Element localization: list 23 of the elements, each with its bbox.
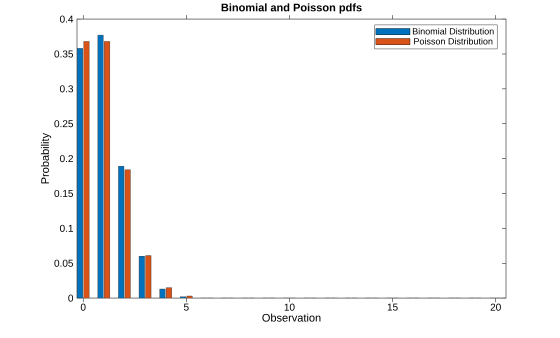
bar <box>98 35 104 298</box>
y-tick-label: 0.4 <box>60 16 74 23</box>
y-tick-label: 0.05 <box>54 260 74 267</box>
bar <box>77 48 83 298</box>
x-tick-label: 20 <box>490 304 501 311</box>
x-tick-label: 0 <box>80 304 86 311</box>
x-axis-title: Observation <box>262 314 320 322</box>
x-tick-label: 15 <box>388 304 398 311</box>
y-tick-label: 0.1 <box>60 224 73 232</box>
x-tick-label: 5 <box>184 304 189 311</box>
y-tick-label: 0 <box>68 294 74 302</box>
legend-label: Poisson Distribution <box>414 38 492 44</box>
legend-label: Binomial Distribution <box>412 28 494 34</box>
y-tick-label: 0.25 <box>54 120 74 128</box>
chart-title: Binomial and Poisson pdfs <box>222 3 362 14</box>
y-tick-label: 0.35 <box>54 50 74 58</box>
y-tick-label: 0.2 <box>60 155 73 162</box>
x-tick-label: 10 <box>284 304 295 311</box>
bar <box>104 41 110 298</box>
y-tick-label: 0.3 <box>60 85 74 92</box>
bar <box>83 41 90 298</box>
y-tick-label: 0.15 <box>54 190 74 197</box>
y-axis-title: Probability <box>40 132 52 184</box>
